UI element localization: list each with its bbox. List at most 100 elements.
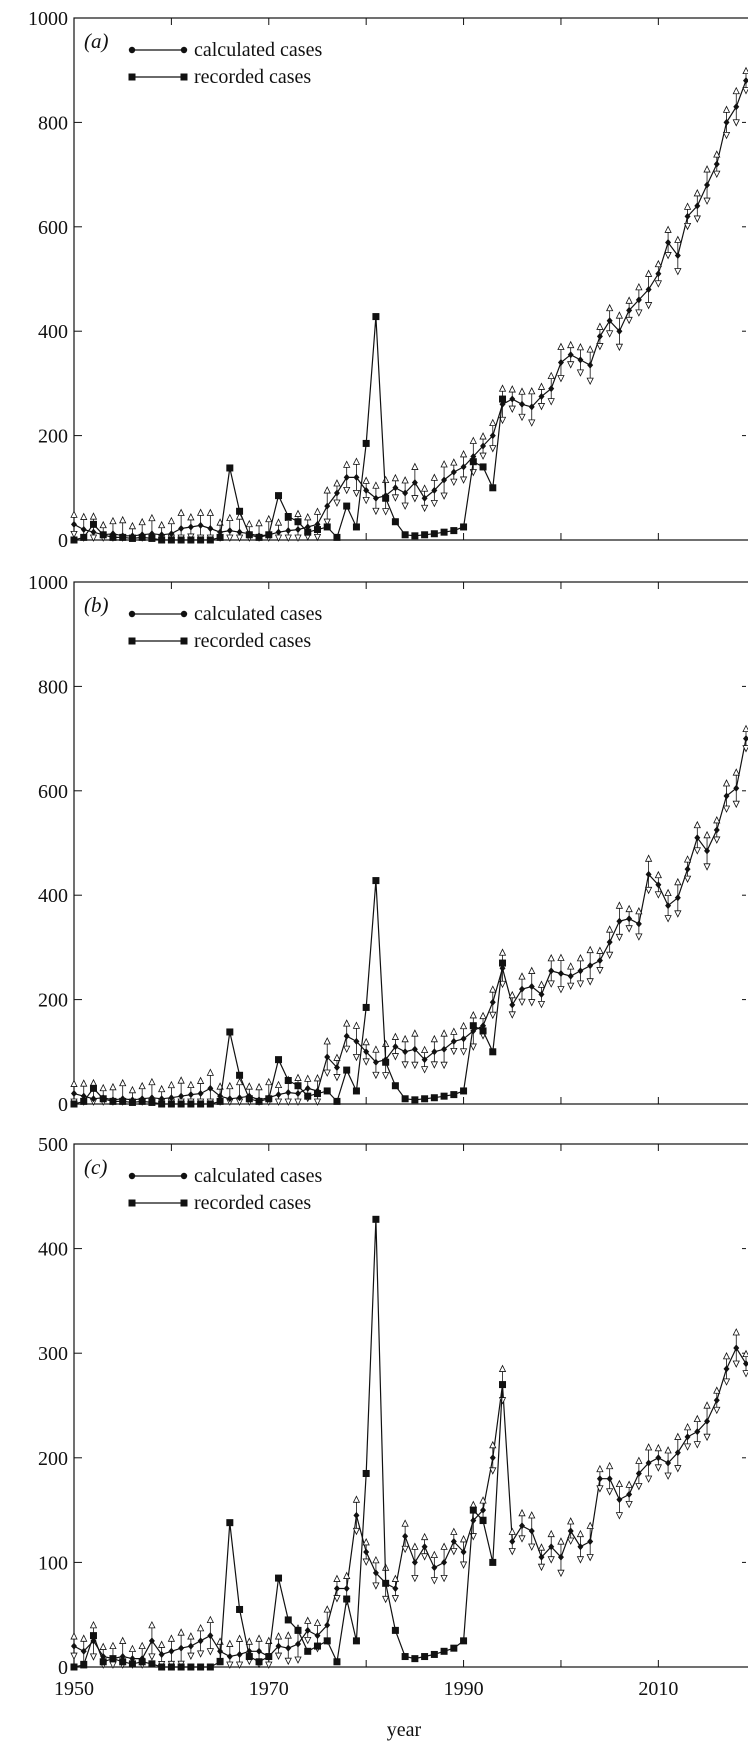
data-point-square bbox=[313, 1642, 321, 1650]
y-tick-label: 800 bbox=[38, 676, 68, 698]
data-point-diamond bbox=[392, 1585, 399, 1593]
data-point-square bbox=[469, 1506, 477, 1514]
y-tick-label: 400 bbox=[38, 1239, 68, 1261]
error-marker-down bbox=[226, 534, 234, 542]
data-point-diamond bbox=[577, 1543, 584, 1551]
error-marker-down bbox=[547, 398, 555, 406]
data-point-square bbox=[460, 1637, 468, 1645]
error-marker-down bbox=[557, 375, 565, 383]
data-point-square bbox=[460, 523, 468, 531]
legend-marker-square bbox=[180, 73, 188, 81]
error-marker-up bbox=[333, 479, 341, 487]
data-point-square bbox=[119, 1097, 127, 1105]
data-point-square bbox=[148, 1660, 156, 1668]
error-marker-up bbox=[537, 1543, 546, 1551]
data-point-diamond bbox=[197, 521, 204, 529]
data-point-diamond bbox=[90, 528, 97, 536]
error-marker-down bbox=[664, 915, 672, 923]
error-marker-down bbox=[635, 1483, 643, 1491]
error-marker-down bbox=[703, 863, 711, 871]
data-point-square bbox=[499, 395, 507, 403]
data-point-diamond bbox=[431, 1048, 438, 1056]
error-marker-down bbox=[70, 1652, 78, 1660]
data-point-square bbox=[479, 1027, 487, 1035]
data-point-diamond bbox=[402, 1048, 409, 1056]
data-point-square bbox=[206, 1663, 214, 1671]
data-point-diamond bbox=[460, 1548, 467, 1556]
error-marker-up bbox=[615, 901, 624, 909]
error-marker-up bbox=[109, 516, 117, 525]
data-point-square bbox=[89, 1084, 97, 1092]
data-point-diamond bbox=[285, 527, 292, 535]
data-point-diamond bbox=[626, 306, 633, 314]
legend-marker-diamond bbox=[128, 1172, 136, 1180]
error-marker-up bbox=[119, 1636, 127, 1644]
data-point-square bbox=[148, 534, 156, 542]
data-point-diamond bbox=[548, 967, 555, 975]
data-point-diamond bbox=[372, 1058, 379, 1066]
error-marker-down bbox=[274, 1098, 283, 1106]
data-point-diamond bbox=[431, 1564, 438, 1572]
legend-marker-square bbox=[128, 1199, 136, 1207]
y-tick-label: 600 bbox=[38, 781, 68, 803]
error-marker-down bbox=[606, 1488, 614, 1496]
data-point-diamond bbox=[324, 1053, 331, 1061]
data-point-diamond bbox=[577, 967, 584, 975]
error-marker-down bbox=[489, 1467, 497, 1475]
data-point-square bbox=[313, 526, 321, 534]
error-marker-down bbox=[664, 1472, 672, 1480]
error-marker-down bbox=[654, 1464, 662, 1472]
data-point-square bbox=[187, 1663, 195, 1671]
data-point-square bbox=[70, 1100, 78, 1108]
data-point-diamond bbox=[645, 1459, 652, 1467]
data-point-square bbox=[421, 1095, 429, 1103]
error-marker-up bbox=[654, 259, 662, 268]
data-point-diamond bbox=[333, 1585, 340, 1593]
error-marker-up bbox=[138, 1641, 146, 1650]
data-point-diamond bbox=[616, 917, 623, 925]
data-point-square bbox=[352, 523, 360, 531]
data-point-square bbox=[450, 1091, 458, 1099]
data-point-diamond bbox=[538, 990, 545, 998]
y-tick-label: 100 bbox=[38, 1552, 68, 1574]
data-point-square bbox=[275, 1056, 283, 1064]
error-marker-down bbox=[606, 951, 614, 960]
data-point-diamond bbox=[314, 1632, 321, 1640]
data-point-diamond bbox=[363, 486, 370, 494]
error-marker-up bbox=[304, 1616, 312, 1624]
data-point-diamond bbox=[285, 1644, 292, 1652]
data-point-diamond bbox=[509, 1001, 516, 1009]
error-marker-down bbox=[469, 1043, 477, 1051]
error-marker-up bbox=[644, 1443, 653, 1451]
error-marker-up bbox=[362, 1037, 370, 1046]
data-point-diamond bbox=[538, 392, 545, 400]
data-point-square bbox=[352, 1087, 360, 1095]
data-point-diamond bbox=[217, 1647, 224, 1655]
error-marker-up bbox=[167, 1080, 176, 1089]
legend-marker-diamond bbox=[180, 1172, 188, 1180]
error-marker-down bbox=[391, 1053, 400, 1061]
data-point-square bbox=[391, 1626, 399, 1634]
y-tick-label: 400 bbox=[38, 321, 68, 343]
data-point-square bbox=[362, 1469, 370, 1477]
y-tick-label: 1000 bbox=[28, 8, 68, 30]
data-point-square bbox=[294, 1082, 302, 1090]
error-marker-down bbox=[294, 1656, 302, 1664]
data-point-square bbox=[255, 1658, 263, 1666]
data-point-diamond bbox=[489, 998, 496, 1006]
data-point-square bbox=[430, 1094, 438, 1102]
data-point-square bbox=[489, 1558, 497, 1566]
series-calculated-cases bbox=[70, 724, 748, 1106]
error-marker-up bbox=[274, 1632, 283, 1640]
data-point-diamond bbox=[226, 1095, 233, 1103]
data-point-square bbox=[236, 507, 244, 515]
error-marker-down bbox=[635, 309, 643, 317]
x-tick-label: 1970 bbox=[249, 1678, 289, 1700]
error-marker-down bbox=[722, 805, 731, 813]
error-marker-up bbox=[255, 518, 263, 527]
error-marker-up bbox=[119, 1078, 127, 1087]
data-point-diamond bbox=[256, 1647, 263, 1655]
error-marker-up bbox=[196, 1623, 205, 1632]
error-marker-up bbox=[528, 386, 536, 395]
data-point-diamond bbox=[275, 528, 282, 536]
